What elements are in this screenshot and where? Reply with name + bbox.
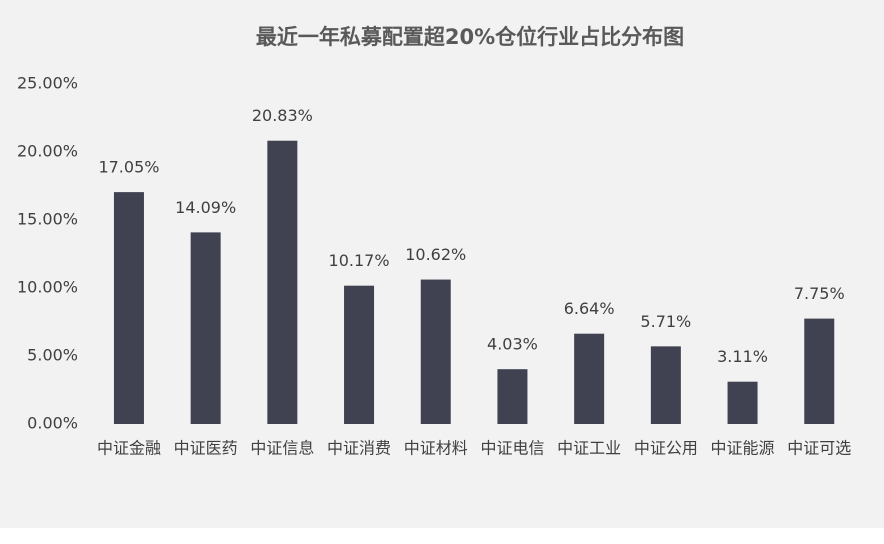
bar <box>113 192 144 424</box>
value-label: 14.09% <box>175 198 236 217</box>
bar <box>344 285 375 424</box>
value-label: 5.71% <box>640 312 691 331</box>
chart-title: 最近一年私募配置超20%仓位行业占比分布图 <box>256 25 684 49</box>
x-tick-label: 中证电信 <box>480 439 544 458</box>
bar <box>267 140 298 424</box>
x-tick-label: 中证信息 <box>250 439 314 458</box>
bar <box>497 369 528 424</box>
x-tick-label: 中证医药 <box>174 439 238 458</box>
value-label: 10.17% <box>329 251 390 270</box>
chart-background <box>0 0 884 528</box>
value-label: 20.83% <box>252 106 313 125</box>
y-tick-label: 15.00% <box>17 210 78 229</box>
value-label: 6.64% <box>564 299 615 318</box>
value-label: 17.05% <box>98 158 159 177</box>
bar <box>190 232 221 424</box>
value-label: 3.11% <box>717 347 768 366</box>
x-tick-label: 中证材料 <box>404 439 468 458</box>
x-tick-label: 中证公用 <box>634 439 698 458</box>
y-tick-label: 5.00% <box>27 346 78 365</box>
bar <box>650 346 681 424</box>
value-label: 10.62% <box>405 245 466 264</box>
y-tick-label: 0.00% <box>27 414 78 433</box>
x-tick-label: 中证工业 <box>557 439 621 458</box>
bar <box>574 333 605 424</box>
x-tick-label: 中证消费 <box>327 439 391 458</box>
x-tick-label: 中证能源 <box>711 439 775 458</box>
y-tick-label: 25.00% <box>17 74 78 93</box>
x-tick-label: 中证金融 <box>97 439 161 458</box>
bar <box>727 381 758 424</box>
bar <box>804 318 835 424</box>
x-tick-label: 中证可选 <box>787 439 851 458</box>
bar <box>420 279 451 424</box>
y-tick-label: 10.00% <box>17 278 78 297</box>
y-tick-label: 20.00% <box>17 142 78 161</box>
value-label: 7.75% <box>794 284 845 303</box>
value-label: 4.03% <box>487 335 538 354</box>
